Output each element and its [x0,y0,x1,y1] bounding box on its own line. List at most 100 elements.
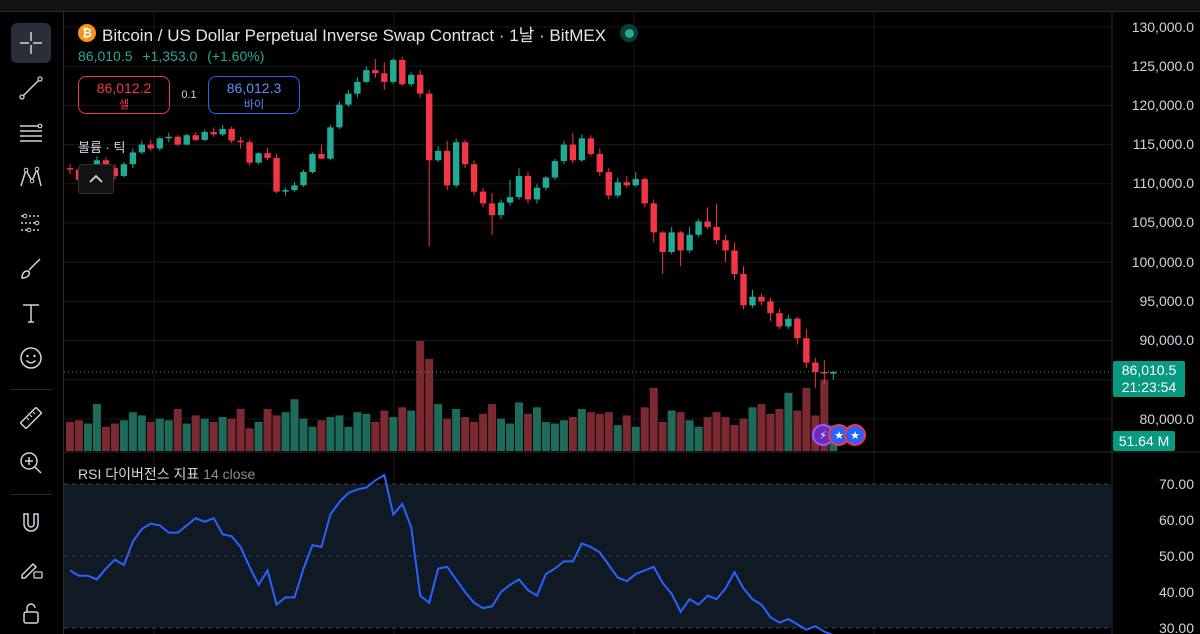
candle-countdown: 21:23:54 [1121,379,1177,395]
trendline-tool[interactable] [11,68,51,108]
pattern-tool[interactable] [11,158,51,198]
lock-drawing-tool[interactable] [11,548,51,588]
candle-body [201,132,208,140]
volume-bar [775,408,784,451]
lock-icon [23,603,39,624]
volume-bar [101,426,110,451]
candle-body [147,144,155,149]
candle-body [560,144,568,162]
candle-body [758,296,765,302]
candle-body [417,74,424,94]
candle-body [399,59,406,85]
chart-canvas[interactable] [64,12,1200,634]
chart-area[interactable]: ₿ Bitcoin / US Dollar Perpetual Inverse … [64,12,1200,634]
magnet-tool[interactable] [11,503,51,543]
volume-bar [425,358,434,451]
rsi-line [69,473,833,634]
volume-bar [380,410,389,451]
candle-body [623,182,630,186]
zoom-tool[interactable] [11,443,51,483]
forecast-tool[interactable] [11,203,51,243]
volume-bar [416,341,425,451]
volume-bar [173,408,182,451]
volume-bar [470,421,479,451]
price-axis-label: 110,000.0 [1132,175,1194,191]
volume-bar [281,412,290,451]
volume-bar [389,417,398,451]
candle-body [605,172,612,196]
candle-body [749,296,756,306]
candle-body [722,240,729,251]
volume-bar [164,420,173,451]
candle-body [237,140,244,143]
candle-body [812,362,819,372]
volume-bar [766,413,775,451]
magnet-icon [23,513,39,532]
volume-bar [802,387,811,451]
volume-bar [362,413,371,451]
candle-body [156,138,163,149]
candle-body [363,70,370,82]
rsi-indicator-label[interactable]: RSI 다이버전스 지표 14 close [78,464,255,484]
candle-body [740,273,747,306]
collapse-legend-button[interactable] [78,164,114,194]
current-price-tag: 86,010.5 21:23:54 [1113,361,1185,397]
volume-bar [398,407,407,451]
brush-tool[interactable] [11,248,51,288]
sell-price: 86,012.2 [96,80,152,96]
candle-body [632,179,639,186]
sell-button[interactable]: 86,012.2 셀 [78,76,170,114]
emoji-icon [20,347,42,369]
candle-body [452,142,460,186]
price-axis-label: 100,000.0 [1131,254,1194,270]
candle-body [192,135,199,140]
symbol-title[interactable]: Bitcoin / US Dollar Perpetual Inverse Sw… [102,25,607,45]
emoji-tool[interactable] [11,338,51,378]
candle-body [111,168,119,176]
chart-legend: ₿ Bitcoin / US Dollar Perpetual Inverse … [78,22,639,194]
buy-button[interactable]: 86,012.3 바이 [208,76,300,114]
us-flag-event-icon[interactable]: ★ [844,424,866,446]
candle-body [821,371,828,374]
rsi-params: 14 close [203,466,256,482]
price-axis-label: 130,000.0 [1131,19,1194,35]
trade-buttons: 86,012.2 셀 0.1 86,012.3 바이 [78,76,300,114]
candle-body [165,136,172,139]
candle-body [488,203,496,216]
volume-bar [371,421,380,451]
volume-bar [299,418,308,451]
candle-body [300,172,307,186]
volume-bar [577,408,586,451]
fib-tool[interactable] [11,113,51,153]
market-status-icon[interactable] [620,24,639,42]
candle-body [776,313,783,327]
volume-bar [497,418,506,451]
candle-body [66,168,74,170]
brush-icon [21,258,41,279]
candle-body [120,164,128,176]
price-axis-label: 80,000.0 [1139,411,1195,427]
lock-tool[interactable] [11,593,51,633]
candle-body [497,202,505,216]
volume-bar [218,417,227,451]
volume-bar [793,410,802,451]
candle-body [354,81,361,94]
chevron-up-icon [89,174,103,183]
event-markers: ⚡ ★ ★ [812,424,866,446]
volume-bar [326,417,335,451]
text-tool[interactable] [11,293,51,333]
quote-row: 86,010.5 +1,353.0 (+1.60%) [78,48,638,66]
volume-bar [146,421,155,451]
volume-bar [290,399,299,451]
candle-body [803,338,810,363]
volume-indicator-label[interactable]: 볼륨 · 틱 [78,140,126,155]
candle-body [390,59,397,82]
candle-body [569,144,577,161]
text-icon [23,304,39,323]
top-bar [0,0,1200,12]
candle-body [255,153,262,163]
ruler-tool[interactable] [11,398,51,438]
volume-bar [119,420,128,451]
crosshair-tool[interactable] [11,23,51,63]
candle-body [138,144,146,153]
